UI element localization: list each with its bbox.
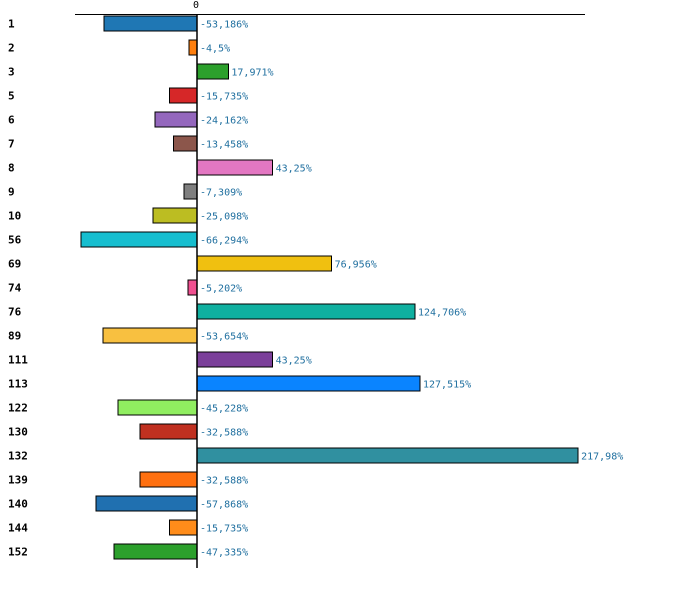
category-label: 5 xyxy=(8,90,15,103)
value-label: 127,515% xyxy=(423,380,471,391)
category-label: 9 xyxy=(8,186,15,199)
value-label: 17,971% xyxy=(231,68,273,79)
bar xyxy=(102,327,198,344)
category-label: 132 xyxy=(8,450,28,463)
bar xyxy=(95,495,198,512)
value-label: -24,162% xyxy=(200,116,248,127)
category-label: 6 xyxy=(8,114,15,127)
category-label: 8 xyxy=(8,162,15,175)
bar xyxy=(117,399,198,416)
value-label: -5,202% xyxy=(200,284,242,295)
bar xyxy=(183,183,198,200)
bar xyxy=(169,87,198,104)
value-label: -13,458% xyxy=(200,140,248,151)
category-label: 1 xyxy=(8,18,15,31)
category-label: 3 xyxy=(8,66,15,79)
category-label: 122 xyxy=(8,402,28,415)
bar xyxy=(196,375,421,392)
bar xyxy=(80,231,198,248)
bar xyxy=(103,15,198,32)
category-label: 2 xyxy=(8,42,15,55)
bar xyxy=(196,159,274,176)
value-label: -57,868% xyxy=(200,500,248,511)
category-label: 113 xyxy=(8,378,28,391)
value-label: -53,654% xyxy=(200,332,248,343)
bar xyxy=(154,111,198,128)
value-label: -32,588% xyxy=(200,428,248,439)
bar xyxy=(113,543,198,560)
value-label: -25,098% xyxy=(200,212,248,223)
value-label: -53,186% xyxy=(200,20,248,31)
category-label: 140 xyxy=(8,498,28,511)
category-label: 89 xyxy=(8,330,21,343)
value-label: -66,294% xyxy=(200,236,248,247)
value-label: 43,25% xyxy=(276,356,312,367)
category-label: 7 xyxy=(8,138,15,151)
value-label: 217,98% xyxy=(581,452,623,463)
bar xyxy=(152,207,198,224)
value-label: -32,588% xyxy=(200,476,248,487)
value-label: 76,956% xyxy=(335,260,377,271)
value-label: -15,735% xyxy=(200,92,248,103)
bar xyxy=(139,471,198,488)
bar xyxy=(196,351,274,368)
category-label: 111 xyxy=(8,354,28,367)
category-label: 144 xyxy=(8,522,28,535)
category-label: 10 xyxy=(8,210,21,223)
bar xyxy=(139,423,198,440)
bar xyxy=(196,303,416,320)
bar xyxy=(196,447,579,464)
category-label: 56 xyxy=(8,234,22,247)
value-label: -45,228% xyxy=(200,404,248,415)
value-label: -47,335% xyxy=(200,548,248,559)
category-label: 69 xyxy=(8,258,21,271)
value-label: -15,735% xyxy=(200,524,248,535)
category-label: 76 xyxy=(8,306,22,319)
bar xyxy=(196,255,333,272)
bar xyxy=(188,39,198,56)
bar xyxy=(169,519,198,536)
value-label: 43,25% xyxy=(276,164,312,175)
bar xyxy=(196,63,229,80)
category-label: 139 xyxy=(8,474,28,487)
value-label: 124,706% xyxy=(418,308,466,319)
category-label: 152 xyxy=(8,546,28,559)
bar xyxy=(187,279,198,296)
category-label: 74 xyxy=(8,282,22,295)
value-label: -7,309% xyxy=(200,188,242,199)
category-label: 130 xyxy=(8,426,28,439)
zero-tick-label: 0 xyxy=(193,0,199,11)
value-label: -4,5% xyxy=(200,44,230,55)
bar xyxy=(173,135,198,152)
